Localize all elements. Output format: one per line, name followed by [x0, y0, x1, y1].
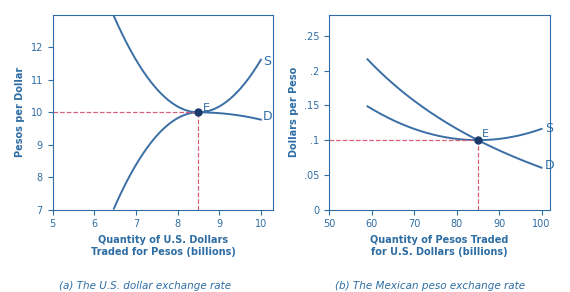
Text: S: S [545, 122, 553, 135]
Text: E: E [482, 129, 489, 139]
Text: S: S [263, 55, 271, 68]
X-axis label: Quantity of Pesos Traded
for U.S. Dollars (billions): Quantity of Pesos Traded for U.S. Dollar… [370, 235, 509, 257]
Text: (a) The U.S. dollar exchange rate: (a) The U.S. dollar exchange rate [59, 281, 231, 291]
Text: D: D [263, 110, 272, 123]
Y-axis label: Pesos per Dollar: Pesos per Dollar [15, 67, 25, 157]
X-axis label: Quantity of U.S. Dollars
Traded for Pesos (billions): Quantity of U.S. Dollars Traded for Peso… [91, 235, 235, 257]
Text: (b) The Mexican peso exchange rate: (b) The Mexican peso exchange rate [335, 281, 526, 291]
Text: D: D [545, 159, 555, 172]
Y-axis label: Dollars per Peso: Dollars per Peso [288, 67, 299, 157]
Text: E: E [202, 103, 210, 113]
